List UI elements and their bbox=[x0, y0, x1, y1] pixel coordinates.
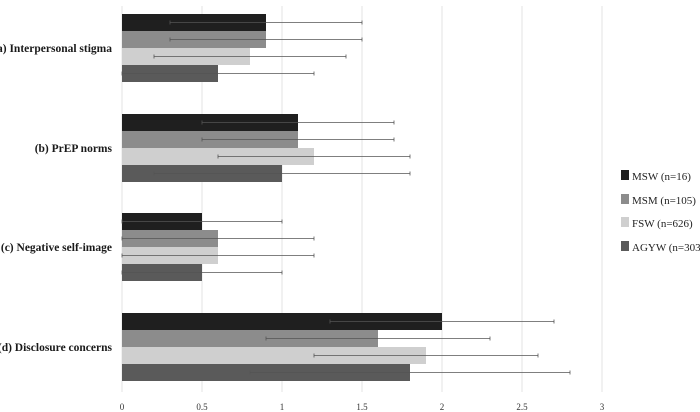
x-tick-label: 1.5 bbox=[356, 402, 368, 412]
category-label: (a) Interpersonal stigma bbox=[0, 43, 112, 55]
x-tick-label: 1 bbox=[280, 402, 285, 412]
category-labels: (a) Interpersonal stigma (b) PrEP norms (c… bbox=[0, 43, 113, 354]
legend-label: AGYW (n=303) bbox=[632, 242, 700, 254]
bar bbox=[122, 330, 378, 347]
legend: MSW (n=16) MSM (n=105) FSW (n=626) AGYW (n=… bbox=[621, 170, 700, 254]
legend-label: FSW (n=626) bbox=[632, 218, 693, 230]
x-tick-label: 0.5 bbox=[196, 402, 208, 412]
bar bbox=[122, 347, 426, 364]
x-axis-ticks: 0 0.5 1 1.5 2 2.5 3 bbox=[120, 402, 605, 412]
legend-label: MSM (n=105) bbox=[632, 195, 696, 207]
x-tick-label: 0 bbox=[120, 402, 125, 412]
category-label: (b) PrEP norms bbox=[35, 143, 113, 155]
legend-swatch bbox=[621, 217, 629, 227]
category-label: (d) Disclosure concerns bbox=[0, 342, 113, 354]
category-label: (c) Negative self-image bbox=[1, 242, 112, 254]
legend-label: MSW (n=16) bbox=[632, 171, 691, 183]
legend-swatch bbox=[621, 241, 629, 251]
bar bbox=[122, 313, 442, 330]
legend-swatch bbox=[621, 194, 629, 204]
x-tick-label: 2.5 bbox=[516, 402, 528, 412]
x-tick-label: 3 bbox=[600, 402, 605, 412]
error-bars bbox=[121, 20, 571, 375]
legend-swatch bbox=[621, 170, 629, 180]
x-tick-label: 2 bbox=[440, 402, 445, 412]
